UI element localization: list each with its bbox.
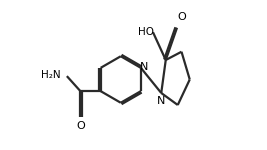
Text: O: O xyxy=(177,12,186,22)
Text: HO: HO xyxy=(138,27,154,37)
Text: N: N xyxy=(157,96,166,106)
Text: O: O xyxy=(76,121,85,131)
Text: H₂N: H₂N xyxy=(41,70,61,80)
Text: N: N xyxy=(139,62,148,72)
